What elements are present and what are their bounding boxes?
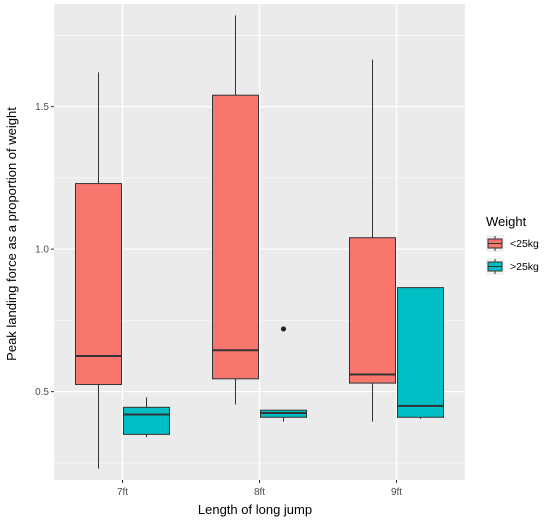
grid-lines [54, 4, 465, 480]
box-body [123, 406, 170, 435]
legend-label: >25kg [510, 261, 539, 273]
x-axis: 7ft 8ft 9ft [117, 480, 402, 498]
box-9ft [397, 287, 444, 419]
legend-item: >25kg [486, 258, 539, 275]
x-tick-label: 8ft [254, 487, 265, 498]
box-8ft [212, 15, 259, 405]
y-tick-label: 1.5 [35, 102, 49, 113]
y-tick-label: 1.0 [35, 245, 49, 256]
y-axis-title: Peak landing force as a proportion of we… [4, 107, 19, 361]
legend-items: <25kg >25kg [486, 235, 539, 275]
x-tick-label: 7ft [117, 487, 128, 498]
y-axis: 0.5 1.0 1.5 [35, 102, 54, 398]
outlier-point [280, 326, 287, 332]
box-9ft [349, 59, 396, 422]
legend: Weight <25kg >25kg [486, 214, 539, 275]
box-body [397, 287, 444, 418]
x-axis-title: Length of long jump [198, 502, 312, 517]
box-7ft [75, 72, 122, 469]
legend-label: <25kg [510, 238, 539, 250]
box-body [75, 183, 122, 386]
y-tick-label: 0.5 [35, 387, 49, 398]
boxes [75, 15, 444, 469]
box-body [349, 237, 396, 384]
legend-item: <25kg [486, 235, 539, 252]
box-body [212, 94, 259, 380]
box-8ft [260, 326, 307, 422]
x-tick-label: 9ft [391, 487, 402, 498]
legend-title: Weight [486, 214, 527, 229]
box-7ft [123, 397, 170, 438]
